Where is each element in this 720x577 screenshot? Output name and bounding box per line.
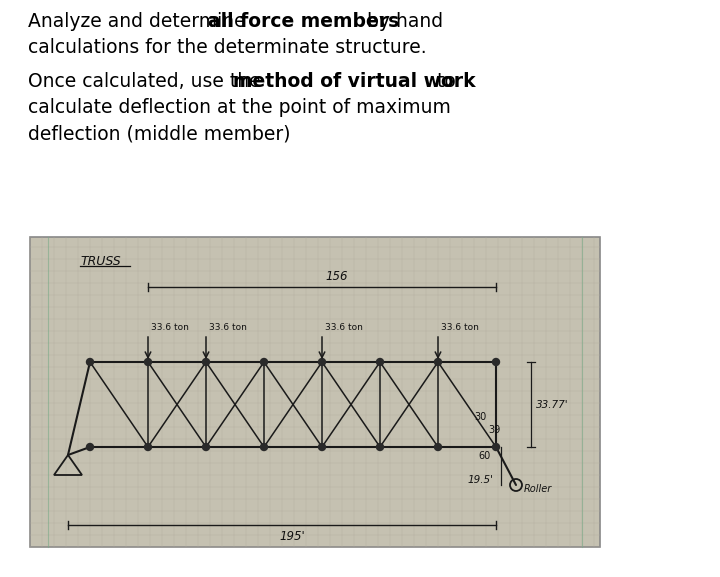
Circle shape <box>202 358 210 365</box>
Text: all force members: all force members <box>208 12 400 31</box>
Text: 33.6 ton: 33.6 ton <box>441 323 479 332</box>
Text: 33.6 ton: 33.6 ton <box>151 323 189 332</box>
Text: 33.77': 33.77' <box>536 399 569 410</box>
Text: 33.6 ton: 33.6 ton <box>209 323 247 332</box>
Text: 60: 60 <box>478 451 490 461</box>
Bar <box>30 237 600 547</box>
Circle shape <box>261 444 268 451</box>
Text: method of virtual work: method of virtual work <box>233 72 476 91</box>
Text: calculate deflection at the point of maximum: calculate deflection at the point of max… <box>28 98 451 117</box>
Text: deflection (middle member): deflection (middle member) <box>28 124 290 143</box>
Circle shape <box>492 358 500 365</box>
Circle shape <box>261 358 268 365</box>
Text: Analyze and determine: Analyze and determine <box>28 12 251 31</box>
Text: 19.5': 19.5' <box>468 475 494 485</box>
Circle shape <box>318 444 325 451</box>
Text: to: to <box>431 72 456 91</box>
Text: TRUSS: TRUSS <box>80 255 121 268</box>
Text: 156: 156 <box>325 270 348 283</box>
Circle shape <box>318 358 325 365</box>
Text: Roller: Roller <box>524 484 552 494</box>
Circle shape <box>86 358 94 365</box>
Circle shape <box>434 444 441 451</box>
Text: calculations for the determinate structure.: calculations for the determinate structu… <box>28 38 427 57</box>
Text: 30: 30 <box>474 412 486 422</box>
Circle shape <box>434 358 441 365</box>
Text: 33.6 ton: 33.6 ton <box>325 323 363 332</box>
Text: by hand: by hand <box>361 12 444 31</box>
Text: Once calculated, use the: Once calculated, use the <box>28 72 266 91</box>
Circle shape <box>202 444 210 451</box>
Circle shape <box>492 444 500 451</box>
Circle shape <box>145 444 151 451</box>
Circle shape <box>377 358 384 365</box>
Circle shape <box>86 444 94 451</box>
Text: 39: 39 <box>488 425 500 435</box>
Circle shape <box>145 358 151 365</box>
Text: 195': 195' <box>279 530 305 543</box>
Circle shape <box>377 444 384 451</box>
